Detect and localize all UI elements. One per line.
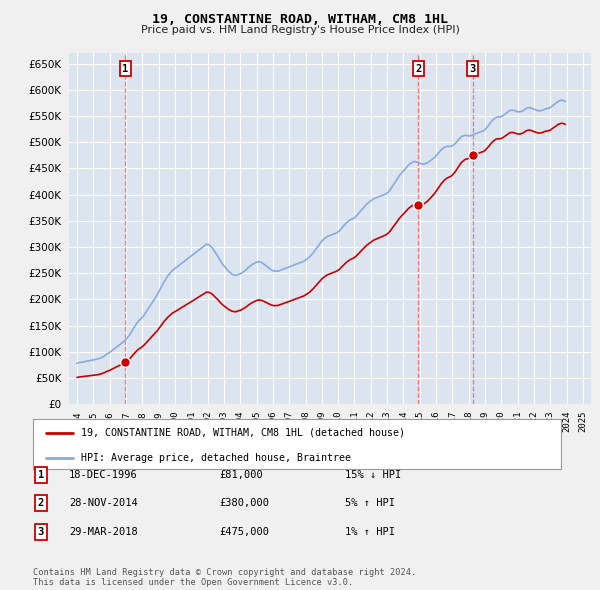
Text: 19, CONSTANTINE ROAD, WITHAM, CM8 1HL: 19, CONSTANTINE ROAD, WITHAM, CM8 1HL [152,13,448,26]
Text: 1: 1 [122,64,128,74]
Text: 3: 3 [38,527,44,536]
Text: 29-MAR-2018: 29-MAR-2018 [69,527,138,536]
Text: 1: 1 [38,470,44,480]
Text: £475,000: £475,000 [219,527,269,536]
Text: Price paid vs. HM Land Registry's House Price Index (HPI): Price paid vs. HM Land Registry's House … [140,25,460,35]
Text: 15% ↓ HPI: 15% ↓ HPI [345,470,401,480]
Text: Contains HM Land Registry data © Crown copyright and database right 2024.
This d: Contains HM Land Registry data © Crown c… [33,568,416,587]
Text: 3: 3 [469,64,476,74]
Text: 18-DEC-1996: 18-DEC-1996 [69,470,138,480]
Text: 2: 2 [38,499,44,508]
Text: £81,000: £81,000 [219,470,263,480]
Text: 1% ↑ HPI: 1% ↑ HPI [345,527,395,536]
Text: 28-NOV-2014: 28-NOV-2014 [69,499,138,508]
Text: £380,000: £380,000 [219,499,269,508]
Text: 5% ↑ HPI: 5% ↑ HPI [345,499,395,508]
Text: 2: 2 [415,64,421,74]
Text: HPI: Average price, detached house, Braintree: HPI: Average price, detached house, Brai… [80,453,350,463]
Text: 19, CONSTANTINE ROAD, WITHAM, CM8 1HL (detached house): 19, CONSTANTINE ROAD, WITHAM, CM8 1HL (d… [80,428,404,438]
